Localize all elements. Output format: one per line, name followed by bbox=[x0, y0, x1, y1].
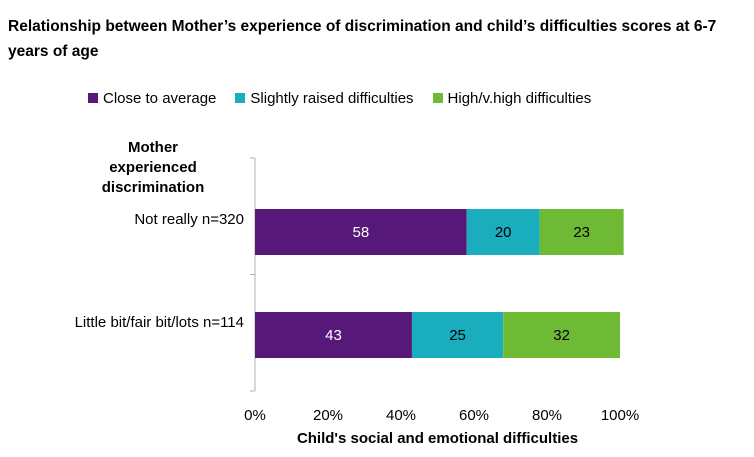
data-label: 43 bbox=[325, 327, 342, 344]
data-label: 20 bbox=[495, 224, 512, 241]
legend: Close to average Slightly raised difficu… bbox=[88, 88, 610, 108]
legend-label-close-to-average: Close to average bbox=[103, 89, 217, 107]
x-tick-label: 60% bbox=[459, 407, 489, 424]
category-label: Little bit/fair bit/lots n=114 bbox=[75, 314, 244, 331]
legend-item-slightly-raised: Slightly raised difficulties bbox=[235, 89, 414, 107]
legend-label-high-difficulties: High/v.high difficulties bbox=[447, 89, 592, 107]
bar-high-v-high-difficulties-0 bbox=[539, 209, 624, 255]
bar-slightly-raised-difficulties-0 bbox=[466, 209, 540, 255]
legend-label-slightly-raised: Slightly raised difficulties bbox=[250, 89, 414, 107]
x-tick-label: 20% bbox=[313, 407, 343, 424]
data-label: 25 bbox=[449, 327, 466, 344]
bar-close-to-average-0 bbox=[255, 209, 467, 255]
legend-item-high-difficulties: High/v.high difficulties bbox=[432, 89, 592, 107]
legend-swatch-high-difficulties bbox=[432, 93, 443, 103]
legend-swatch-close-to-average bbox=[88, 93, 98, 103]
x-axis-title: Child's social and emotional difficultie… bbox=[297, 430, 578, 447]
data-label: 58 bbox=[353, 224, 370, 241]
x-tick-label: 40% bbox=[386, 407, 416, 424]
y-axis-group-label: Mother experienced discrimination bbox=[101, 139, 205, 196]
data-label: 32 bbox=[553, 327, 570, 344]
legend-item-close-to-average: Close to average bbox=[88, 90, 216, 107]
bar-high-v-high-difficulties-1 bbox=[503, 312, 620, 358]
category-label: Not really n=320 bbox=[134, 211, 244, 228]
x-tick-label: 0% bbox=[244, 407, 266, 424]
data-label: 23 bbox=[573, 224, 590, 241]
bar-slightly-raised-difficulties-1 bbox=[411, 312, 504, 358]
x-tick-label: 100% bbox=[601, 407, 639, 424]
legend-swatch-slightly-raised bbox=[235, 93, 246, 103]
bar-close-to-average-1 bbox=[255, 312, 412, 358]
chart-title: Relationship between Mother’s experience… bbox=[8, 18, 717, 60]
x-tick-label: 80% bbox=[532, 407, 562, 424]
